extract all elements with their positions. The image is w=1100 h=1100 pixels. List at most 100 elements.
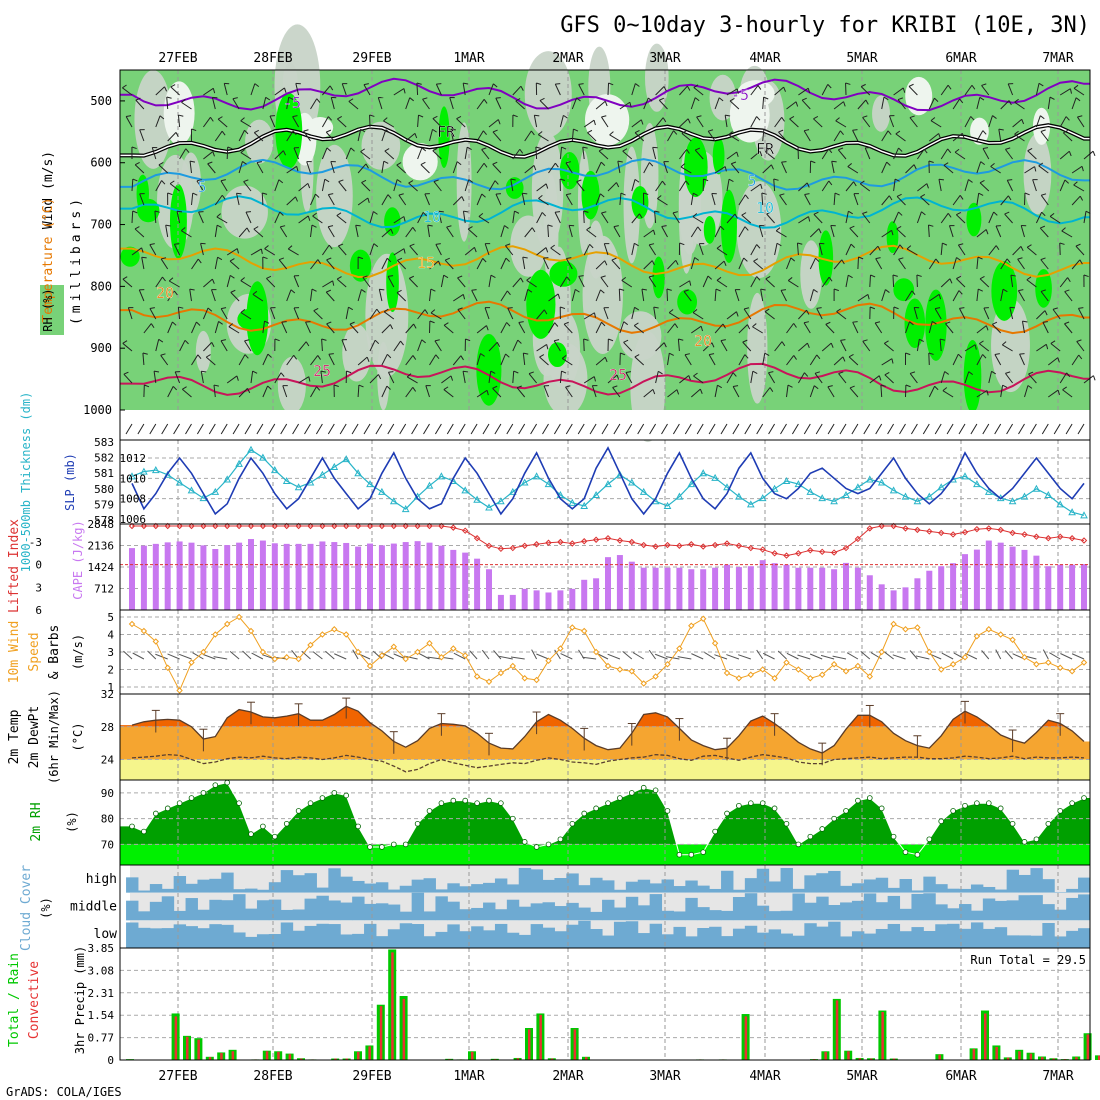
cloud-cover-bar [233, 932, 246, 948]
wind-barb [476, 130, 484, 142]
wind-barb [595, 322, 602, 334]
cloud-cover-bar [637, 933, 651, 948]
wind-barb [281, 321, 288, 334]
top-day-label: 5MAR [846, 51, 877, 66]
lifted-index-point [759, 546, 766, 553]
wind-barb [691, 325, 702, 334]
wind-barb [909, 373, 918, 384]
wind-barb [357, 163, 367, 174]
wind-barb [240, 152, 252, 160]
wind-barb-flag [365, 163, 369, 169]
wind-barb [803, 130, 811, 142]
wind-barb [167, 132, 177, 142]
cape-bar [831, 569, 838, 610]
wind-barb [348, 100, 359, 110]
wind-barb [167, 321, 173, 334]
wind-barb-flag [387, 194, 392, 199]
surface-wind-barb [506, 423, 514, 435]
rh2m-point [890, 833, 897, 840]
surface-wind-barb [1077, 423, 1085, 435]
wind-barb-flag [810, 160, 816, 164]
cape-bar [688, 569, 695, 610]
cape-bar [331, 542, 338, 610]
wind-barb-flag [733, 385, 739, 387]
wind-barb [929, 293, 940, 302]
wind-barb-flag [462, 370, 469, 373]
wind-barb [362, 277, 371, 288]
wind-barb-flag [816, 354, 821, 360]
cloud-cover-bar [911, 893, 924, 921]
wind-barb-flag [1073, 181, 1078, 186]
wind-barb-flag [787, 277, 793, 281]
cape-tick-label: 712 [94, 583, 114, 596]
wind-barb [711, 193, 716, 206]
wind-barb-flag [600, 161, 606, 166]
thickness-point [770, 484, 779, 492]
precip-tick-label: 3.85 [88, 942, 115, 955]
rh2m-point [200, 790, 207, 796]
thickness-tick-label: 582 [94, 452, 114, 465]
wind10m-point [783, 659, 790, 666]
bottom-day-label: 27FEB [158, 1069, 197, 1084]
wind-barb-flag [337, 116, 342, 120]
wind-barb-flag [1005, 371, 1011, 374]
wind-barb [565, 162, 573, 174]
wind-barb [149, 244, 157, 256]
wind-barb-flag [418, 114, 424, 118]
wind-barb-flag [134, 161, 140, 166]
wind-barb [1032, 179, 1037, 192]
wind-barb [205, 356, 216, 366]
cloud-cover-bar [471, 926, 484, 948]
wind-barb [681, 133, 692, 142]
thickness-point [580, 501, 589, 509]
wind-barb-flag [374, 339, 380, 345]
cloud-cover-bar [935, 884, 948, 893]
cape-bar [295, 543, 302, 610]
wind-barb-flag [697, 226, 702, 232]
wind-barb-flag [1004, 211, 1010, 215]
wind-barb [774, 243, 778, 256]
wind-barb-flag [468, 179, 474, 183]
wind-barb [361, 182, 371, 192]
cloud-cover-bar [399, 885, 413, 893]
wind-barb [155, 86, 165, 96]
cloud-cover-bar [1078, 877, 1091, 893]
rh2m-panel [120, 779, 1090, 865]
lifted-tick-label: -3 [29, 536, 42, 549]
precip-convective-bar [1052, 1058, 1055, 1060]
rh-dry-patch [316, 144, 353, 248]
wind-barb [250, 371, 254, 384]
wind-barb-flag [265, 96, 271, 101]
wind-barb-flag [778, 129, 784, 133]
wind-barb [692, 312, 704, 320]
wind-barb [338, 181, 347, 192]
cape-bar [176, 541, 183, 610]
cloud-cover-bar [709, 926, 722, 948]
wind10m-point [937, 666, 945, 673]
cloud-cover-bar [994, 927, 1008, 948]
wind-barb-flag [554, 339, 560, 342]
wind-barb [492, 163, 502, 174]
wind-barb-flag [1063, 130, 1068, 134]
cloud-cover-bar [613, 907, 627, 921]
wind-barb-flag [911, 290, 916, 296]
cloud-cover-bar [1042, 879, 1055, 893]
cloud-cover-bar [328, 900, 341, 921]
wind-barb-flag [807, 342, 810, 348]
wind-barb-flag [968, 179, 973, 183]
wind10m-axis-label-2: Speed [27, 632, 42, 671]
cloud-cover-bar [780, 868, 793, 893]
wind-barb-flag [728, 131, 733, 136]
wind-barb-flag [435, 354, 440, 359]
lifted-tick-label: 0 [35, 559, 42, 572]
wind-barb [716, 247, 728, 256]
wind-barb [330, 161, 335, 174]
wind-barb [381, 258, 388, 270]
cloud-cover-bar [851, 900, 865, 921]
wind-barb-flag [920, 194, 926, 198]
wind-barb-flag [311, 224, 317, 228]
wind10m-point [223, 620, 231, 628]
cloud-cover-bar [209, 924, 222, 948]
cloud-cover-bar [816, 926, 829, 948]
